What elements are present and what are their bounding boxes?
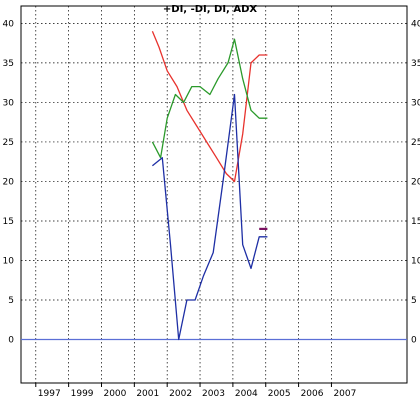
- x-tick-label: 2000: [103, 389, 126, 399]
- y-tick-label-right: 30: [411, 98, 420, 108]
- chart-title: +DI, -DI, DI, ADX: [163, 4, 257, 15]
- y-tick-label-left: 35: [3, 59, 14, 69]
- y-tick-label-left: 25: [3, 138, 14, 148]
- y-tick-label-left: 5: [8, 296, 14, 306]
- x-tick-label: 2003: [202, 389, 225, 399]
- y-tick-label-left: 10: [3, 256, 15, 266]
- y-tick-label-right: 40: [411, 19, 420, 29]
- y-tick-label-right: 0: [411, 336, 417, 346]
- x-tick-label: 2006: [301, 389, 324, 399]
- plot-frame: [20, 5, 408, 384]
- x-tick-label: 1999: [71, 389, 94, 399]
- series-line-2: [151, 38, 268, 159]
- series-line-1: [151, 31, 268, 183]
- x-tick-label: 1997: [38, 389, 61, 399]
- y-tick-label-right: 10: [411, 256, 420, 266]
- x-tick-label: 2005: [268, 389, 291, 399]
- y-tick-label-right: 35: [411, 59, 420, 69]
- y-tick-label-left: 30: [3, 98, 15, 108]
- x-tick-label: 2002: [169, 389, 192, 399]
- y-tick-label-left: 0: [8, 336, 14, 346]
- y-tick-label-right: 15: [411, 217, 420, 227]
- y-tick-label-left: 40: [3, 19, 15, 29]
- y-tick-label-right: 5: [411, 296, 417, 306]
- y-tick-label-left: 15: [3, 217, 14, 227]
- x-tick-label: 2007: [333, 389, 356, 399]
- y-tick-label-left: 20: [3, 177, 15, 187]
- x-tick-label: 2004: [235, 389, 258, 399]
- y-tick-label-right: 25: [411, 138, 420, 148]
- series-line-3: [151, 93, 268, 341]
- x-tick-label: 2001: [136, 389, 159, 399]
- y-tick-label-right: 20: [411, 177, 420, 187]
